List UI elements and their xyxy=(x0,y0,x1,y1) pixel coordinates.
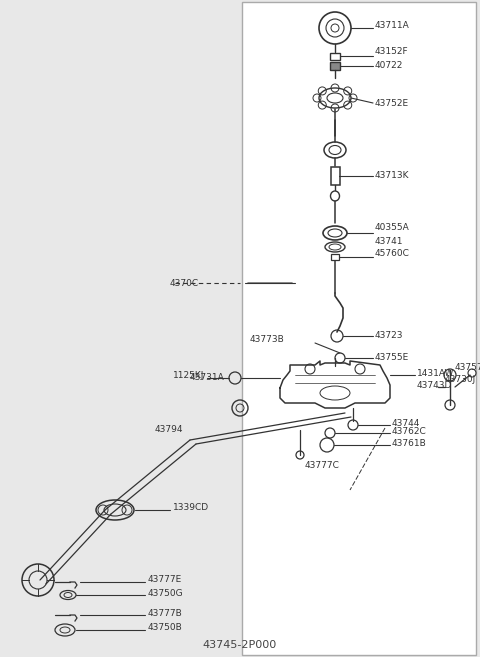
Text: 43743D: 43743D xyxy=(417,380,452,390)
Text: 45760C: 45760C xyxy=(375,248,410,258)
Text: 43723: 43723 xyxy=(375,332,404,340)
Bar xyxy=(242,2,476,655)
Text: 43152F: 43152F xyxy=(375,47,408,55)
Text: 40355A: 40355A xyxy=(375,223,410,233)
Text: 43755E: 43755E xyxy=(375,353,409,363)
Text: 43745-2P000: 43745-2P000 xyxy=(203,640,277,650)
Text: 43741: 43741 xyxy=(375,237,404,246)
Text: 1431AW: 1431AW xyxy=(417,369,455,378)
Text: 43752E: 43752E xyxy=(375,99,409,108)
Text: 1339CD: 1339CD xyxy=(173,503,209,512)
Text: 43777E: 43777E xyxy=(148,576,182,585)
Text: 43711A: 43711A xyxy=(375,20,410,30)
Text: 43731A: 43731A xyxy=(190,373,225,382)
Text: 43713K: 43713K xyxy=(375,171,409,181)
Text: 43794: 43794 xyxy=(155,426,183,434)
Text: 43761B: 43761B xyxy=(392,438,427,447)
Text: 43773B: 43773B xyxy=(250,336,285,344)
Bar xyxy=(331,167,339,185)
Text: 43730J: 43730J xyxy=(445,376,476,384)
Text: 43750B: 43750B xyxy=(148,623,183,633)
Text: 43757C: 43757C xyxy=(455,363,480,371)
Text: 43750G: 43750G xyxy=(148,589,184,597)
Text: 43744: 43744 xyxy=(392,419,420,428)
Text: 40722: 40722 xyxy=(375,62,403,70)
Bar xyxy=(331,254,339,260)
Text: 43777B: 43777B xyxy=(148,608,183,618)
Text: 4370C: 4370C xyxy=(170,279,199,288)
Text: 43777C: 43777C xyxy=(305,461,340,470)
Bar xyxy=(330,62,340,70)
Bar xyxy=(330,53,340,60)
Text: 43762C: 43762C xyxy=(392,426,427,436)
Text: 1125KJ: 1125KJ xyxy=(173,371,204,380)
